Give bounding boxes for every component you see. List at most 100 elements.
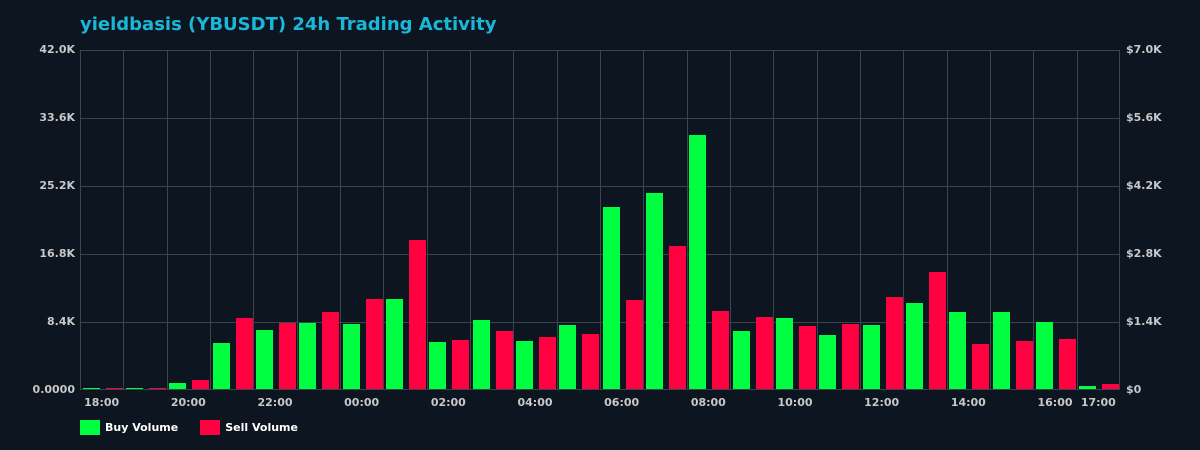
y-tick-left: 8.4K — [46, 315, 75, 328]
y-tick-right: $2.8K — [1126, 247, 1162, 260]
plot-area — [80, 50, 1120, 390]
sell-volume-bar[interactable] — [1058, 339, 1076, 389]
sell-volume-bar[interactable] — [1102, 384, 1120, 389]
v-gridline — [643, 51, 645, 389]
v-gridline — [946, 51, 948, 389]
x-tick-label: 06:00 — [604, 396, 640, 409]
legend-label-buy: Buy Volume — [105, 421, 179, 434]
buy-swatch-icon — [80, 420, 100, 435]
x-tick-label: 08:00 — [690, 396, 726, 409]
y-tick-right: $5.6K — [1126, 111, 1162, 124]
buy-volume-bar[interactable] — [169, 382, 187, 389]
v-gridline — [600, 51, 601, 389]
x-tick-label: 22:00 — [257, 396, 293, 409]
buy-volume-bar[interactable] — [125, 388, 143, 389]
sell-volume-bar[interactable] — [928, 272, 946, 389]
v-gridline — [990, 51, 991, 389]
y-tick-left: 0.0000 — [32, 383, 75, 396]
buy-volume-bar[interactable] — [905, 303, 923, 389]
v-gridline — [686, 51, 688, 389]
v-gridline — [253, 51, 255, 389]
buy-volume-bar[interactable] — [82, 388, 100, 389]
v-gridline — [1076, 51, 1078, 389]
x-tick-label: 02:00 — [430, 396, 466, 409]
chart-title: yieldbasis (YBUSDT) 24h Trading Activity — [80, 14, 497, 35]
legend-label-sell: Sell Volume — [225, 421, 298, 434]
sell-volume-bar[interactable] — [408, 239, 426, 389]
buy-volume-bar[interactable] — [1035, 322, 1053, 389]
v-gridline — [903, 51, 905, 389]
buy-volume-bar[interactable] — [1079, 385, 1097, 389]
sell-volume-bar[interactable] — [712, 311, 730, 389]
x-tick-label: 20:00 — [170, 396, 206, 409]
v-gridline — [1033, 51, 1035, 389]
v-gridline — [426, 51, 428, 389]
buy-volume-bar[interactable] — [862, 325, 880, 389]
sell-volume-bar[interactable] — [235, 317, 253, 389]
v-gridline — [210, 51, 211, 389]
buy-volume-bar[interactable] — [299, 322, 317, 389]
sell-volume-bar[interactable] — [452, 340, 470, 389]
sell-volume-bar[interactable] — [538, 337, 556, 389]
sell-volume-bar[interactable] — [668, 245, 686, 389]
buy-volume-bar[interactable] — [342, 324, 360, 389]
sell-volume-bar[interactable] — [625, 300, 643, 389]
v-gridline — [556, 51, 558, 389]
buy-volume-bar[interactable] — [385, 299, 403, 389]
y-tick-right: $0 — [1126, 383, 1142, 396]
x-tick-label: 16:00 — [1037, 396, 1073, 409]
v-gridline — [816, 51, 818, 389]
y-tick-left: 42.0K — [39, 43, 75, 56]
x-tick-label: 00:00 — [344, 396, 380, 409]
sell-volume-bar[interactable] — [322, 311, 340, 389]
buy-volume-bar[interactable] — [689, 135, 707, 389]
buy-volume-bar[interactable] — [949, 312, 967, 389]
x-tick-label: 14:00 — [950, 396, 986, 409]
sell-volume-bar[interactable] — [885, 297, 903, 389]
sell-volume-bar[interactable] — [148, 388, 166, 389]
y-tick-left: 25.2K — [39, 179, 75, 192]
v-gridline — [296, 51, 298, 389]
buy-volume-bar[interactable] — [255, 329, 273, 389]
v-gridline — [166, 51, 168, 389]
legend-item-buy[interactable]: Buy Volume — [80, 420, 178, 435]
v-gridline — [340, 51, 341, 389]
buy-volume-bar[interactable] — [602, 206, 620, 389]
buy-volume-bar[interactable] — [645, 192, 663, 389]
buy-volume-bar[interactable] — [559, 325, 577, 389]
buy-volume-bar[interactable] — [472, 320, 490, 389]
x-tick-label: 17:00 — [1080, 396, 1116, 409]
v-gridline — [860, 51, 861, 389]
v-gridline — [123, 51, 125, 389]
y-tick-left: 16.8K — [39, 247, 75, 260]
x-tick-label: 04:00 — [517, 396, 553, 409]
legend: Buy Volume Sell Volume — [80, 420, 320, 435]
x-tick-label: 10:00 — [777, 396, 813, 409]
buy-volume-bar[interactable] — [515, 341, 533, 389]
legend-item-sell[interactable]: Sell Volume — [200, 420, 298, 435]
sell-volume-bar[interactable] — [105, 388, 123, 389]
buy-volume-bar[interactable] — [819, 335, 837, 389]
buy-volume-bar[interactable] — [992, 312, 1010, 389]
sell-volume-bar[interactable] — [842, 324, 860, 389]
sell-volume-bar[interactable] — [192, 379, 210, 389]
y-tick-right: $4.2K — [1126, 179, 1162, 192]
v-gridline — [383, 51, 385, 389]
y-tick-right: $1.4K — [1126, 315, 1162, 328]
buy-volume-bar[interactable] — [732, 331, 750, 389]
sell-volume-bar[interactable] — [582, 334, 600, 389]
sell-volume-bar[interactable] — [755, 317, 773, 389]
sell-volume-bar[interactable] — [798, 326, 816, 389]
v-gridline — [470, 51, 471, 389]
buy-volume-bar[interactable] — [775, 318, 793, 389]
sell-volume-bar[interactable] — [365, 299, 383, 389]
sell-volume-bar[interactable] — [278, 322, 296, 389]
y-tick-right: $7.0K — [1126, 43, 1162, 56]
sell-volume-bar[interactable] — [1015, 341, 1033, 389]
buy-volume-bar[interactable] — [429, 342, 447, 389]
v-gridline — [730, 51, 731, 389]
sell-volume-bar[interactable] — [495, 331, 513, 389]
buy-volume-bar[interactable] — [212, 342, 230, 389]
sell-volume-bar[interactable] — [972, 344, 990, 389]
v-gridline — [513, 51, 515, 389]
